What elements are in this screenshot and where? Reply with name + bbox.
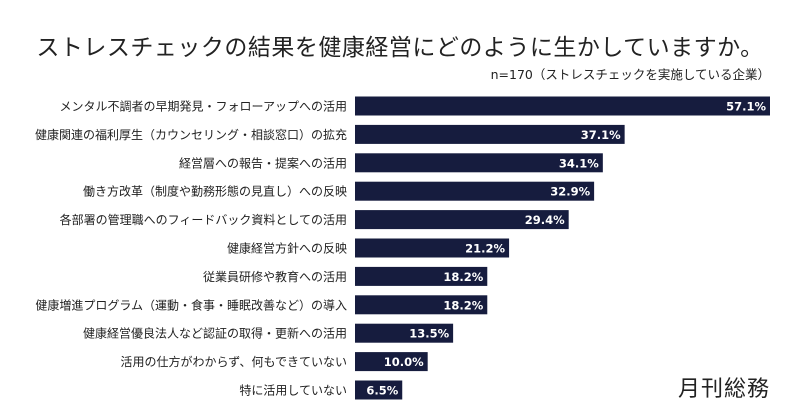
- category-label: 健康経営方針への反映: [227, 241, 347, 256]
- bar: [355, 96, 770, 116]
- category-label: 働き方改革（制度や勤務形態の見直し）への反映: [83, 184, 347, 199]
- logo: 月刊総務: [677, 377, 770, 402]
- value-label: 34.1%: [559, 156, 599, 170]
- chart-subtitle: n=170（ストレスチェックを実施している企業）: [490, 67, 770, 82]
- category-label: 特に活用していない: [239, 383, 347, 398]
- category-label: 経営層への報告・提案への活用: [179, 155, 347, 170]
- bar: [355, 295, 488, 315]
- bar: [355, 323, 454, 343]
- bar: [355, 380, 403, 400]
- category-label: 健康関連の福利厚生（カウンセリング・相談窓口）の拡充: [35, 127, 347, 142]
- value-label: 10.0%: [384, 355, 424, 369]
- bar: [355, 124, 625, 144]
- bar: [355, 210, 569, 230]
- value-label: 18.2%: [443, 270, 483, 284]
- bar: [355, 238, 510, 258]
- bar: [355, 352, 428, 372]
- category-label: 健康経営優良法人など認証の取得・更新への活用: [83, 326, 347, 341]
- bar: [355, 266, 488, 286]
- value-label: 57.1%: [726, 100, 766, 114]
- category-label: 各部署の管理職へのフィードバック資料としての活用: [60, 212, 347, 227]
- value-label: 32.9%: [550, 185, 590, 199]
- value-label: 37.1%: [581, 128, 621, 142]
- category-label: 活用の仕方がわからず、何もできていない: [121, 354, 347, 369]
- category-label: メンタル不調者の早期発見・フォローアップへの活用: [59, 100, 347, 114]
- value-label: 13.5%: [409, 327, 449, 341]
- bar: [355, 181, 595, 201]
- value-label: 29.4%: [525, 213, 565, 227]
- value-label: 6.5%: [366, 384, 398, 398]
- bar: [355, 153, 603, 173]
- category-label: 従業員研修や教育への活用: [203, 269, 347, 284]
- value-label: 18.2%: [443, 298, 483, 312]
- value-label: 21.2%: [465, 242, 505, 256]
- chart-title: ストレスチェックの結果を健康経営にどのように生かしていますか。: [36, 35, 764, 61]
- category-label: 健康増進プログラム（運動・食事・睡眠改善など）の導入: [35, 297, 347, 312]
